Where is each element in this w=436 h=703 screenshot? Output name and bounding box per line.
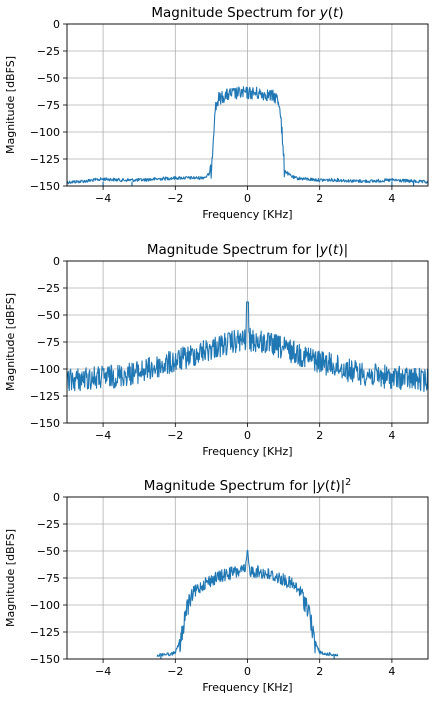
x-tick-label: 2 (316, 192, 323, 205)
y-axis-label: Magnitude [dBFS] (4, 56, 17, 154)
y-tick-label: −125 (30, 153, 60, 166)
x-tick-label: −4 (95, 192, 111, 205)
y-tick-label: −100 (30, 599, 60, 612)
y-tick-label: −25 (37, 282, 60, 295)
y-tick-label: −75 (37, 572, 60, 585)
x-tick-label: −4 (95, 429, 111, 442)
x-tick-label: −2 (167, 429, 183, 442)
spectrum-line-1 (66, 86, 429, 185)
y-tick-label: −50 (37, 545, 60, 558)
x-axis-label: Frequency [KHz] (202, 208, 292, 221)
spectrum-line-1 (156, 549, 339, 657)
chart-title: Magnitude Spectrum for y(t) (151, 5, 343, 21)
chart-2: −4 −2 0 2 4 0 −25 −50 −75 −100 −125 −150 Frequency [… (4, 242, 429, 458)
x-tick-label: 4 (388, 429, 395, 442)
y-axis-label: Magnitude [dBFS] (4, 293, 17, 391)
chart-1: −4 −2 0 2 4 0 −25 −50 −75 −100 −125 −150 Frequency [… (4, 5, 429, 221)
x-tick-label: 4 (388, 665, 395, 678)
y-tick-label: −25 (37, 45, 60, 58)
x-tick-label: 0 (244, 192, 251, 205)
y-tick-label: −25 (37, 518, 60, 531)
chart-title: Magnitude Spectrum for |y(t)| (147, 242, 348, 258)
y-tick-label: 0 (53, 255, 60, 268)
y-axis-label: Magnitude [dBFS] (4, 529, 17, 627)
y-tick-label: −100 (30, 363, 60, 376)
x-tick-label: 0 (244, 429, 251, 442)
x-tick-label: −4 (95, 665, 111, 678)
y-tick-label: −50 (37, 309, 60, 322)
y-tick-label: −75 (37, 99, 60, 112)
y-tick-label: −125 (30, 626, 60, 639)
y-tick-label: 0 (53, 491, 60, 504)
y-tick-label: −150 (30, 180, 60, 193)
x-axis-label: Frequency [KHz] (202, 681, 292, 694)
x-tick-label: −2 (167, 665, 183, 678)
x-tick-label: 4 (388, 192, 395, 205)
x-tick-label: 2 (316, 429, 323, 442)
y-tick-label: −150 (30, 653, 60, 666)
chart-3: −4 −2 0 2 4 0 −25 −50 −75 −100 −125 −150 Frequency [… (4, 477, 429, 694)
y-tick-label: −50 (37, 72, 60, 85)
x-tick-label: −2 (167, 192, 183, 205)
spectrum-line-1 (66, 301, 429, 393)
x-axis-label: Frequency [KHz] (202, 445, 292, 458)
y-tick-label: 0 (53, 18, 60, 31)
y-tick-label: −125 (30, 390, 60, 403)
x-tick-label: 2 (316, 665, 323, 678)
y-tick-label: −150 (30, 417, 60, 430)
y-tick-label: −75 (37, 336, 60, 349)
y-tick-label: −100 (30, 126, 60, 139)
x-tick-label: 0 (244, 665, 251, 678)
chart-title: Magnitude Spectrum for |y(t)|2 (144, 477, 351, 495)
